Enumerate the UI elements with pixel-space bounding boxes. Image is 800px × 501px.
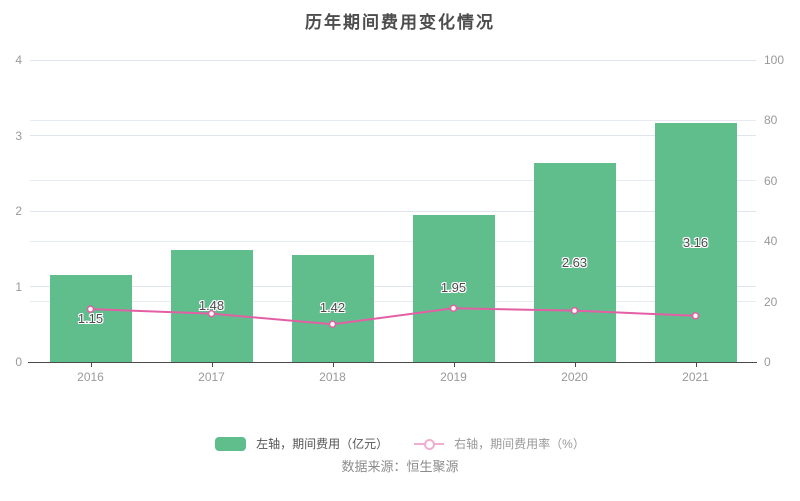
right-axis-tick-label-40: 40	[764, 234, 778, 249]
bar-value-label-2020: 2.63	[561, 254, 588, 270]
gridline-left-3	[30, 135, 756, 136]
bar-2019[interactable]	[412, 214, 495, 362]
left-axis-tick-label-1: 1	[15, 279, 22, 294]
gridline-right-60	[30, 180, 756, 182]
x-axis-label-2018: 2018	[319, 370, 346, 384]
left-axis-tick-label-4: 4	[15, 53, 22, 67]
x-axis-tick-2018	[332, 363, 334, 367]
x-axis-label-2017: 2017	[198, 370, 225, 384]
bar-value-label-2017: 1.48	[198, 298, 225, 314]
line-series-marker-icon	[414, 437, 445, 451]
bar-value-label-2021: 3.16	[682, 234, 709, 250]
left-axis-tick-label-0: 0	[15, 355, 22, 369]
line-point-2018[interactable]	[328, 320, 337, 328]
gridline-right-20	[30, 301, 756, 303]
x-axis-label-2019: 2019	[440, 370, 467, 384]
data-source-caption: 数据来源：恒生聚源	[341, 459, 459, 474]
bar-value-label-2018: 1.42	[319, 300, 346, 316]
right-axis-tick-label-100: 100	[764, 53, 785, 67]
bar-2020[interactable]	[533, 163, 616, 362]
x-axis-label-2021: 2021	[682, 370, 709, 384]
legend-bar-label: 左轴，期间费用（亿元）	[256, 437, 389, 451]
bar-2016[interactable]	[49, 275, 132, 362]
expense-rate-line[interactable]	[90, 307, 696, 326]
x-axis-tick-2020	[574, 363, 576, 367]
x-axis-tick-2019	[453, 363, 455, 367]
x-axis-tick-2016	[90, 363, 92, 367]
right-axis-tick-label-0: 0	[764, 355, 771, 369]
bar-2018[interactable]	[291, 254, 374, 362]
x-axis-line	[28, 362, 757, 363]
bar-2017[interactable]	[170, 250, 253, 362]
legend-item-bar-series[interactable]: 左轴，期间费用（亿元）	[215, 435, 388, 452]
right-axis-tick-label-60: 60	[764, 173, 778, 188]
line-point-2021[interactable]	[691, 312, 700, 320]
gridline-left-4	[30, 59, 756, 61]
x-axis-tick-2021	[695, 363, 697, 367]
gridline-right-40	[30, 240, 756, 242]
gridline-left-1	[30, 286, 756, 287]
chart-title: 历年期间费用变化情况	[305, 13, 495, 32]
legend-item-line-series[interactable]: 右轴，期间费用率（%）	[414, 435, 585, 452]
line-point-2019[interactable]	[449, 304, 458, 312]
x-axis-label-2020: 2020	[561, 370, 588, 384]
bar-2021[interactable]	[654, 123, 737, 362]
line-point-2016[interactable]	[86, 305, 95, 313]
bar-value-label-2016: 1.15	[77, 310, 104, 326]
legend: 左轴，期间费用（亿元） 右轴，期间费用率（%）	[0, 435, 800, 452]
left-axis-tick-label-3: 3	[15, 128, 22, 143]
bar-value-label-2019: 1.95	[440, 280, 467, 296]
line-point-2020[interactable]	[570, 306, 579, 315]
line-point-2017[interactable]	[207, 309, 216, 318]
left-axis-tick-label-2: 2	[15, 204, 22, 218]
bar-series-swatch-icon	[215, 436, 247, 451]
right-axis-tick-label-20: 20	[764, 294, 778, 309]
gridline-left-2	[30, 210, 756, 212]
x-axis-label-2016: 2016	[77, 370, 104, 384]
expense-rate-line-layer	[86, 304, 700, 328]
x-axis-tick-2017	[211, 363, 213, 367]
gridline-right-80	[30, 119, 756, 121]
legend-line-label: 右轴，期间费用率（%）	[454, 437, 585, 451]
right-axis-tick-label-80: 80	[764, 113, 778, 128]
